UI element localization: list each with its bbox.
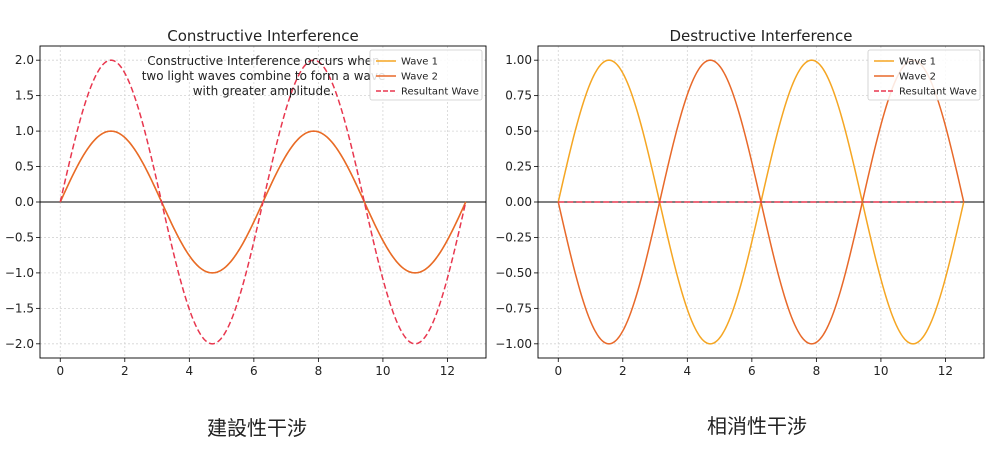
y-tick-label: −0.25 — [495, 230, 532, 244]
x-tick-label: 6 — [748, 364, 756, 378]
caption-destructive: 相消性干涉 — [707, 414, 807, 438]
y-tick-label: −1.5 — [5, 301, 34, 315]
x-tick-label: 4 — [186, 364, 194, 378]
y-tick-label: −2.0 — [5, 337, 34, 351]
y-tick-label: −1.00 — [495, 337, 532, 351]
chart-constructive: 0 2 4 6 8 10 12 2.0 1.5 1.0 0.5 0.0 −0.5 −1.0 −1.5 −2.0… — [5, 27, 487, 378]
y-tick-label: 1.00 — [505, 53, 532, 67]
chart-title: Destructive Interference — [669, 27, 852, 45]
x-tick-label: 10 — [375, 364, 390, 378]
y-tick-label: −0.50 — [495, 266, 532, 280]
y-tick-label: 1.5 — [15, 89, 34, 103]
x-tick-label: 12 — [440, 364, 455, 378]
annotation-line: with greater amplitude. — [193, 84, 335, 98]
x-tick-label: 10 — [873, 364, 888, 378]
y-tick-label: 0.0 — [15, 195, 34, 209]
y-tick-label: 0.25 — [505, 160, 532, 174]
y-tick-label: −0.5 — [5, 230, 34, 244]
x-tick-label: 8 — [315, 364, 323, 378]
series-line-resultant-wave — [59, 59, 467, 345]
y-tick-label: 2.0 — [15, 53, 34, 67]
y-tick-label: 1.0 — [15, 124, 34, 138]
chart-title: Constructive Interference — [167, 27, 358, 45]
y-tick-label: 0.5 — [15, 160, 34, 174]
caption-constructive: 建設性干涉 — [207, 416, 307, 440]
y-tick-label: 0.50 — [505, 124, 532, 138]
legend-label: Wave 2 — [401, 72, 438, 83]
x-tick-label: 12 — [938, 364, 953, 378]
x-tick-label: 8 — [813, 364, 821, 378]
legend-label: Resultant Wave — [401, 87, 479, 98]
legend-label: Wave 1 — [401, 57, 438, 68]
legend-label: Wave 2 — [899, 72, 936, 83]
legend-label: Resultant Wave — [899, 87, 977, 98]
legend-label: Wave 1 — [899, 57, 936, 68]
y-tick-label: 0.75 — [505, 89, 532, 103]
legend-box — [867, 49, 981, 101]
x-tick-label: 4 — [684, 364, 692, 378]
legend: Wave 1 Wave 2 Resultant Wave — [867, 49, 981, 101]
x-tick-label: 0 — [554, 364, 562, 378]
annotation-line: Constructive Interference occurs when — [147, 54, 380, 68]
x-tick-label: 2 — [619, 364, 627, 378]
y-tick-label: −0.75 — [495, 301, 532, 315]
chart-destructive: 0 2 4 6 8 10 12 1.00 0.75 0.50 0.25 0.00 −0.25 −0.50 −… — [495, 27, 985, 378]
x-tick-label: 6 — [250, 364, 258, 378]
x-tick-label: 0 — [56, 364, 64, 378]
annotation-line: two light waves combine to form a wave — [142, 69, 386, 83]
legend-box — [369, 49, 483, 101]
legend: Wave 1 Wave 2 Resultant Wave — [369, 49, 483, 101]
x-tick-label: 2 — [121, 364, 129, 378]
y-tick-label: 0.00 — [505, 195, 532, 209]
y-tick-label: −1.0 — [5, 266, 34, 280]
